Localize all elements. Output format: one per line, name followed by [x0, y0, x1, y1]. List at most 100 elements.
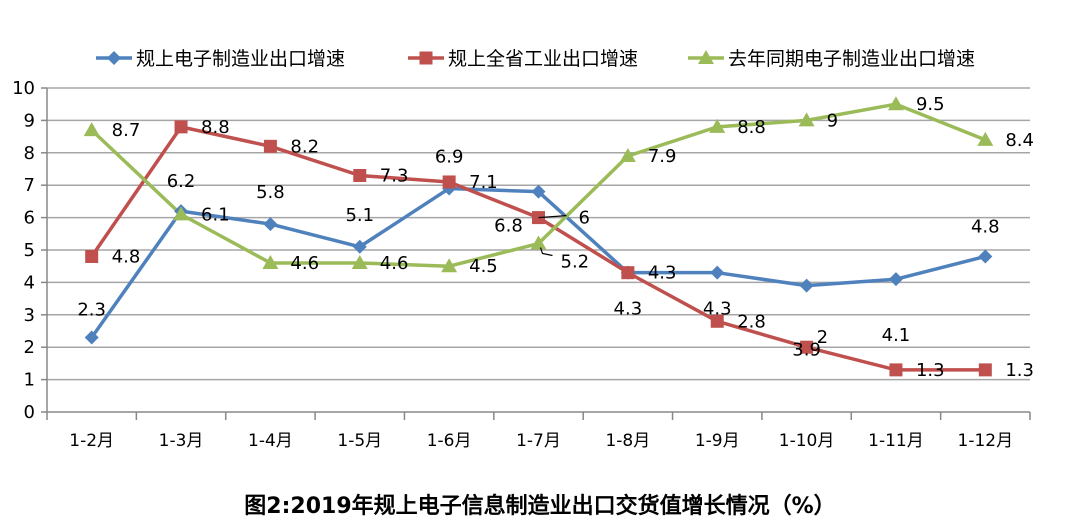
- y-tick-label: 7: [24, 175, 35, 196]
- triangle-marker: [709, 118, 726, 133]
- data-label: 4.5: [469, 256, 498, 277]
- data-label: 3.9: [792, 340, 821, 361]
- data-label: 5.1: [345, 205, 374, 226]
- series-markers: [83, 96, 994, 377]
- legend: 规上电子制造业出口增速 规上全省工业出口增速 去年同期电子制造业出口增速: [96, 48, 975, 70]
- x-tick-label: 1-7月: [516, 431, 561, 451]
- square-marker: [710, 314, 724, 328]
- chart-title: 图2:2019年规上电子信息制造业出口交货值增长情况（%）: [244, 494, 836, 519]
- y-tick-label: 9: [24, 110, 35, 131]
- data-label: 1.3: [1005, 360, 1034, 381]
- x-axis-ticks: 1-2月 1-3月 1-4月 1-5月 1-6月 1-7月 1-8月 1-9月 1-10月 1-1…: [46, 412, 1031, 451]
- leader-line: [539, 247, 553, 257]
- data-label: 2: [817, 327, 828, 348]
- legend-square-icon: [419, 51, 433, 65]
- legend-diamond-icon: [107, 51, 121, 65]
- data-label: 4.1: [882, 325, 911, 346]
- triangle-marker: [441, 258, 458, 273]
- x-tick-label: 1-11月: [868, 431, 924, 451]
- y-tick-label: 5: [24, 240, 35, 261]
- data-label: 6.8: [494, 216, 523, 237]
- diamond-marker: [531, 184, 546, 199]
- x-tick-label: 1-9月: [695, 431, 740, 451]
- square-marker: [621, 266, 635, 280]
- square-marker: [889, 363, 903, 377]
- data-label: 5.2: [561, 252, 590, 273]
- x-tick-label: 1-4月: [248, 431, 293, 451]
- triangle-marker: [977, 131, 994, 146]
- diamond-marker: [263, 217, 278, 232]
- data-label: 4.6: [290, 253, 319, 274]
- y-tick-label: 8: [24, 143, 35, 164]
- data-label: 7.3: [380, 165, 409, 186]
- leader-lines: [538, 215, 567, 257]
- diamond-marker: [978, 249, 993, 264]
- y-tick-label: 0: [24, 402, 35, 423]
- square-marker: [263, 139, 277, 153]
- diamond-marker: [352, 239, 367, 254]
- square-marker: [85, 249, 99, 263]
- y-tick-label: 2: [24, 337, 35, 358]
- data-label: 9.5: [916, 94, 945, 115]
- diamond-marker: [710, 265, 725, 280]
- data-label: 2.3: [77, 299, 106, 320]
- y-tick-label: 1: [24, 370, 35, 391]
- leader-line: [538, 215, 567, 219]
- x-tick-label: 1-8月: [605, 431, 650, 451]
- data-label: 8.8: [201, 117, 230, 138]
- data-label: 6.2: [167, 171, 196, 192]
- legend-triangle-icon: [698, 50, 714, 64]
- x-tick-label: 1-5月: [337, 431, 382, 451]
- data-label: 1.3: [916, 360, 945, 381]
- y-tick-label: 3: [24, 305, 35, 326]
- square-marker: [353, 168, 367, 182]
- x-tick-label: 1-12月: [958, 431, 1014, 451]
- data-label: 5.8: [256, 182, 285, 203]
- legend-label: 规上全省工业出口增速: [448, 48, 638, 70]
- data-label: 8.2: [290, 136, 319, 157]
- data-label: 6: [579, 208, 590, 229]
- data-label: 8.4: [1005, 130, 1034, 151]
- data-label: 4.8: [971, 216, 1000, 237]
- square-marker: [174, 120, 188, 134]
- y-axis-ticks: 0 1 2 3 4 5 6 7 8 9 10: [12, 78, 47, 423]
- x-tick-label: 1-10月: [779, 431, 835, 451]
- data-label: 4.3: [648, 263, 677, 284]
- triangle-marker: [351, 254, 368, 269]
- data-label: 7.9: [648, 146, 677, 167]
- square-marker: [442, 175, 456, 189]
- data-label: 8.7: [112, 120, 141, 141]
- diamond-marker: [799, 278, 814, 293]
- data-label: 4.3: [703, 299, 732, 320]
- diamond-marker: [84, 330, 99, 345]
- data-label: 7.1: [469, 172, 498, 193]
- triangle-marker: [83, 122, 100, 137]
- triangle-marker: [887, 96, 904, 111]
- data-label: 4.6: [380, 253, 409, 274]
- triangle-marker: [619, 148, 636, 163]
- square-marker: [978, 363, 992, 377]
- diamond-marker: [888, 272, 903, 287]
- y-tick-label: 6: [24, 208, 35, 229]
- y-tick-label: 10: [12, 78, 35, 99]
- data-label: 4.8: [112, 246, 141, 267]
- legend-label: 规上电子制造业出口增速: [136, 48, 345, 70]
- data-label: 6.1: [201, 204, 230, 225]
- triangle-marker: [798, 112, 815, 127]
- square-marker: [800, 340, 814, 354]
- data-label: 9: [827, 110, 838, 131]
- x-tick-label: 1-2月: [69, 431, 114, 451]
- x-tick-label: 1-6月: [427, 431, 472, 451]
- triangle-marker: [173, 206, 190, 221]
- y-tick-label: 4: [24, 272, 35, 293]
- data-label: 2.8: [737, 311, 766, 332]
- triangle-marker: [530, 235, 547, 250]
- x-tick-label: 1-3月: [159, 431, 204, 451]
- data-labels: 2.36.25.85.16.96.84.3 4.33.94.14.84.88.88…: [77, 94, 1034, 381]
- data-label: 4.3: [614, 299, 643, 320]
- triangle-marker: [262, 254, 279, 269]
- data-label: 8.8: [737, 117, 766, 138]
- data-label: 6.9: [435, 146, 464, 167]
- legend-label: 去年同期电子制造业出口增速: [728, 48, 975, 70]
